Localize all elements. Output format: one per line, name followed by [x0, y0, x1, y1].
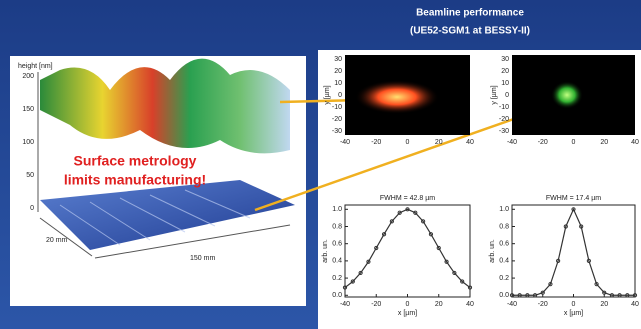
y-tick-label: 30	[501, 56, 509, 63]
z-label: height [nm]	[18, 63, 53, 70]
x-tick-label: 40	[631, 139, 639, 146]
x-tick-label: -20	[371, 301, 381, 308]
y-tick-label: 0.4	[332, 258, 342, 265]
x-tick-label: 0	[572, 139, 576, 146]
y-axis-label: y [µm]	[324, 85, 331, 104]
y-tick-label: -20	[332, 116, 342, 123]
credit: F. Siewert, HZB-BESSY II	[14, 294, 94, 301]
x-tick-label: 0	[572, 301, 576, 308]
y-tick-label: 20	[334, 68, 342, 75]
slide: Beamline performance (UE52-SGM1 at BESSY…	[0, 0, 641, 329]
beam-spot	[355, 80, 439, 114]
x-tick-label: 0	[406, 139, 410, 146]
y-tick-label: 0.8	[499, 223, 509, 230]
y-tick-label: 10	[501, 80, 509, 87]
y-tick-label: -20	[499, 116, 509, 123]
y-tick-label: -10	[499, 104, 509, 111]
y-axis-label: arb. un.	[322, 239, 329, 263]
beam-spot	[551, 81, 583, 109]
y-tick-label: 0.8	[332, 223, 342, 230]
length-label: 150 mm	[190, 255, 215, 262]
chart-title: FWHM = 42.8 µm	[380, 195, 435, 202]
chart-title: FWHM = 17.4 µm	[546, 195, 601, 202]
y-tick-label: 0	[338, 92, 342, 99]
x-tick-label: -40	[507, 139, 517, 146]
width-label: 20 mm	[46, 237, 68, 244]
y-tick-label: 30	[334, 56, 342, 63]
y-tick-label: 0.6	[499, 241, 509, 248]
x-tick-label: 40	[631, 301, 639, 308]
z-tick-label: 50	[26, 172, 34, 179]
y-tick-label: 0.0	[332, 292, 342, 299]
x-tick-label: 0	[406, 301, 410, 308]
y-tick-label: 0.2	[499, 275, 509, 282]
y-tick-label: -10	[332, 104, 342, 111]
y-tick-label: -30	[499, 128, 509, 135]
y-axis-label: y [µm]	[491, 85, 498, 104]
slide-title: Beamline performance	[416, 8, 524, 19]
x-tick-label: -40	[340, 301, 350, 308]
callout-line: limits manufacturing!	[64, 172, 206, 188]
y-tick-label: 1.0	[332, 206, 342, 213]
y-tick-label: 0.2	[332, 275, 342, 282]
callout-line: Surface metrology	[74, 153, 197, 169]
x-axis-label: x [µm]	[564, 310, 583, 317]
x-tick-label: -40	[340, 139, 350, 146]
y-tick-label: 10	[334, 80, 342, 87]
y-tick-label: 0.6	[332, 241, 342, 248]
z-tick-label: 100	[22, 139, 34, 146]
x-tick-label: -20	[371, 139, 381, 146]
y-tick-label: 1.0	[499, 206, 509, 213]
x-tick-label: 20	[435, 139, 443, 146]
z-tick-label: 150	[22, 106, 34, 113]
x-tick-label: -20	[538, 301, 548, 308]
y-axis-label: arb. un.	[489, 239, 496, 263]
x-tick-label: -40	[507, 301, 517, 308]
x-tick-label: 20	[600, 301, 608, 308]
x-tick-label: 40	[466, 301, 474, 308]
y-tick-label: 0.0	[499, 292, 509, 299]
z-tick-label: 0	[30, 205, 34, 212]
x-tick-label: 40	[466, 139, 474, 146]
slide-subtitle: (UE52-SGM1 at BESSY-II)	[410, 26, 530, 37]
x-tick-label: 20	[435, 301, 443, 308]
y-tick-label: 0.4	[499, 258, 509, 265]
y-tick-label: 20	[501, 68, 509, 75]
x-axis-label: x [µm]	[398, 310, 417, 317]
x-tick-label: -20	[538, 139, 548, 146]
y-tick-label: 0	[505, 92, 509, 99]
z-tick-label: 200	[22, 73, 34, 80]
x-tick-label: 20	[600, 139, 608, 146]
y-tick-label: -30	[332, 128, 342, 135]
